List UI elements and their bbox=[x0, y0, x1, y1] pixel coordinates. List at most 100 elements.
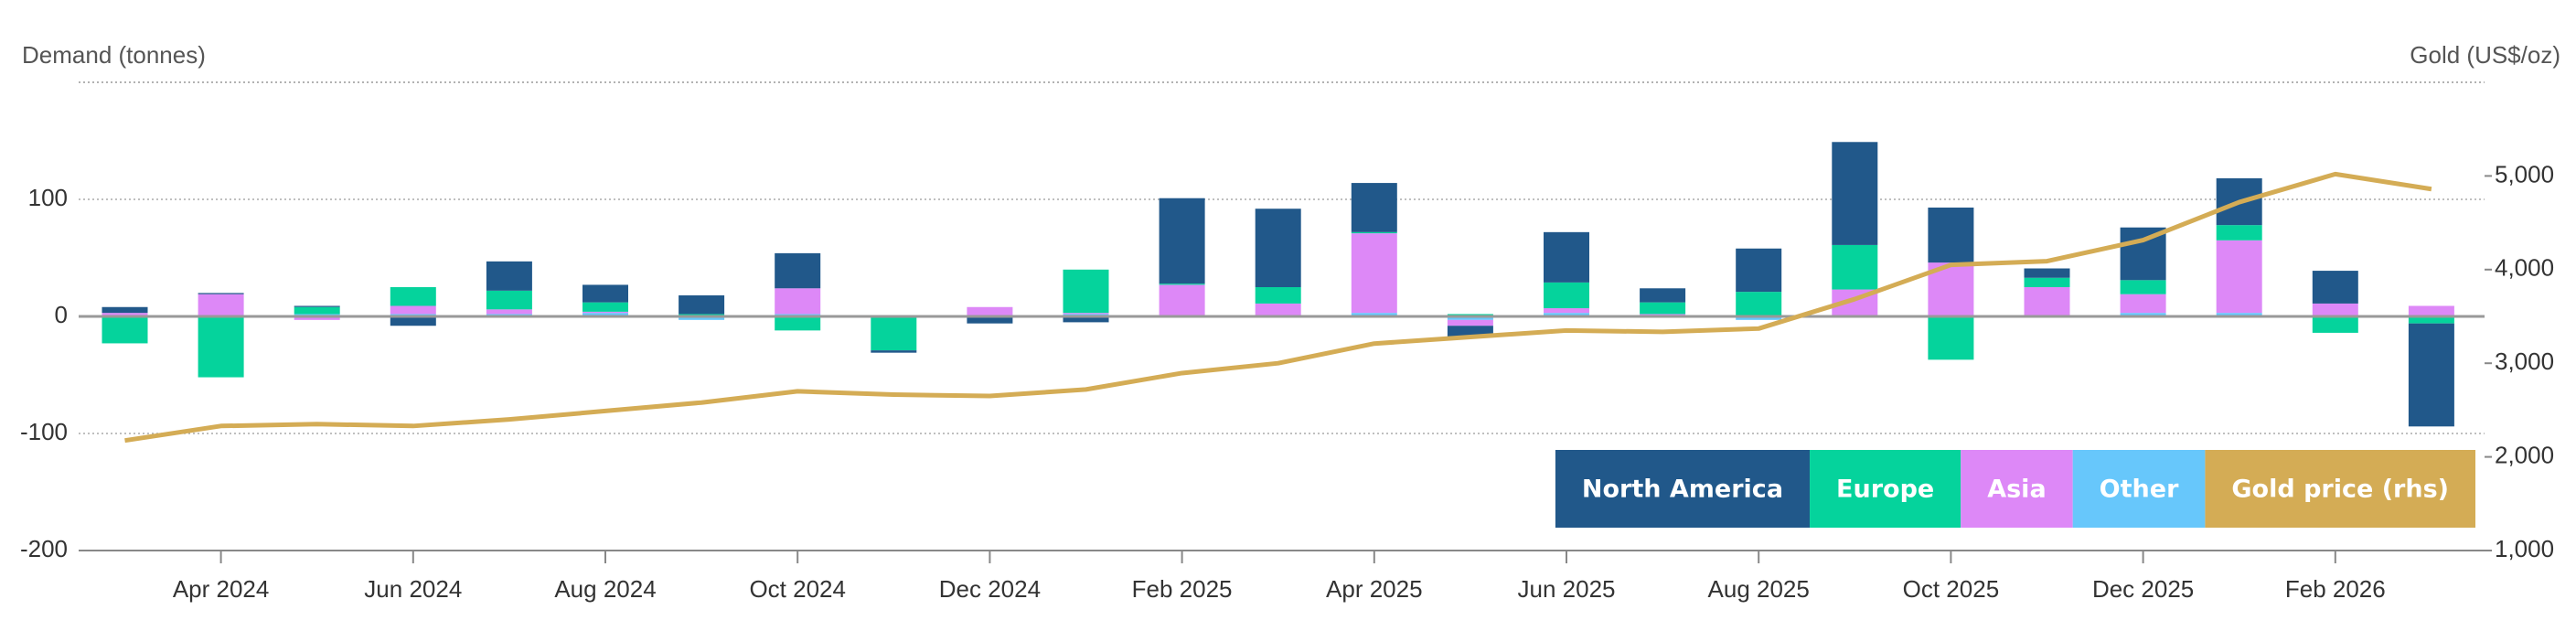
bar-segment bbox=[1255, 303, 1301, 316]
y2-tick-label: 1,000 bbox=[2495, 535, 2554, 562]
legend-label: Other bbox=[2100, 476, 2179, 504]
x-tick-label: Oct 2025 bbox=[1903, 575, 2000, 603]
bar-segment bbox=[1063, 316, 1109, 323]
legend-swatch bbox=[2072, 450, 2206, 528]
bar-segment bbox=[2024, 277, 2070, 287]
y-tick-label: -200 bbox=[20, 535, 68, 562]
bar-segment bbox=[1736, 248, 1782, 293]
x-tick-label: Feb 2026 bbox=[2285, 575, 2386, 603]
bar-segment bbox=[198, 293, 244, 294]
bar-segment bbox=[1640, 314, 1686, 316]
bar-segment bbox=[1640, 288, 1686, 303]
bar-segment bbox=[1351, 313, 1397, 316]
bar-segment bbox=[1351, 233, 1397, 314]
bar-segment bbox=[2024, 268, 2070, 278]
y-axis-title: Demand (tonnes) bbox=[22, 41, 206, 69]
bar-segment bbox=[583, 311, 628, 314]
bar-segment bbox=[967, 306, 1013, 316]
bar-segment bbox=[2120, 313, 2166, 316]
bar-segment bbox=[1736, 316, 1782, 320]
y2-axis-title: Gold (US$/oz) bbox=[2410, 41, 2560, 69]
y2-tick-label: 4,000 bbox=[2495, 254, 2554, 282]
bar-segment bbox=[775, 288, 821, 315]
bar-segment bbox=[1255, 287, 1301, 304]
bar-segment bbox=[2312, 303, 2358, 316]
x-tick-label: Dec 2024 bbox=[939, 575, 1041, 603]
bar-segment bbox=[775, 316, 821, 331]
legend: North America Europe Asia Other Gold price (… bbox=[1555, 450, 2475, 528]
bar-segment bbox=[486, 309, 532, 315]
bar-segment bbox=[2120, 280, 2166, 294]
bar-segment bbox=[2408, 316, 2454, 324]
price-line bbox=[124, 171, 2432, 444]
bar-segment bbox=[1640, 302, 1686, 315]
legend-item: Europe bbox=[1810, 450, 1961, 528]
bar-segment bbox=[775, 252, 821, 289]
legend-item: North America bbox=[1555, 450, 1811, 528]
legend-label: North America bbox=[1582, 476, 1783, 504]
legend-swatch bbox=[2205, 450, 2475, 528]
bar-segment bbox=[294, 306, 340, 315]
bar-segment bbox=[2216, 313, 2262, 316]
legend-swatch bbox=[1555, 450, 1811, 528]
bar-segment bbox=[1928, 316, 1974, 360]
bar-segment bbox=[1447, 319, 1493, 326]
bar-segment bbox=[1447, 316, 1493, 320]
legend-item: Asia bbox=[1961, 450, 2073, 528]
bar-segment bbox=[1544, 231, 1589, 283]
x-tick-label: Oct 2024 bbox=[749, 575, 846, 603]
bar-segment bbox=[1832, 244, 1878, 290]
bar-segment bbox=[2024, 287, 2070, 316]
bar-segment bbox=[486, 290, 532, 310]
legend-swatch bbox=[1961, 450, 2073, 528]
legend-item: Gold price (rhs) bbox=[2205, 450, 2475, 528]
bar-segment bbox=[1159, 284, 1205, 316]
x-tick-label: Aug 2025 bbox=[1708, 575, 1810, 603]
bar-segment bbox=[2312, 271, 2358, 304]
bar-segment bbox=[679, 314, 725, 316]
y2-tick-label: 3,000 bbox=[2495, 348, 2554, 375]
bar-segment bbox=[2312, 316, 2358, 333]
bar-segment bbox=[2408, 323, 2454, 427]
bar-segment bbox=[583, 302, 628, 312]
legend-swatch bbox=[1810, 450, 1961, 528]
legend-label: Asia bbox=[1987, 476, 2046, 504]
bar-segment bbox=[102, 306, 148, 314]
bar-segment bbox=[486, 261, 532, 291]
legend-item: Other bbox=[2072, 450, 2206, 528]
bar-segment bbox=[1159, 283, 1205, 285]
bar-segment bbox=[2408, 305, 2454, 316]
bar-segment bbox=[1544, 308, 1589, 314]
bar-segment bbox=[294, 316, 340, 320]
bar-segment bbox=[1351, 183, 1397, 232]
bar-segment bbox=[1832, 142, 1878, 245]
legend-label: Gold price (rhs) bbox=[2231, 476, 2449, 504]
bar-segment bbox=[198, 294, 244, 316]
bar-segment bbox=[1544, 282, 1589, 309]
bar-segment bbox=[2120, 294, 2166, 314]
bar-segment bbox=[583, 284, 628, 303]
bar-segment bbox=[294, 305, 340, 307]
bar-segment bbox=[1351, 231, 1397, 234]
bar-segment bbox=[1063, 313, 1109, 315]
x-tick-label: Jun 2024 bbox=[364, 575, 462, 603]
bar-segment bbox=[390, 305, 436, 315]
bar-segment bbox=[1255, 209, 1301, 287]
y-tick-label: 0 bbox=[55, 301, 68, 328]
y-tick-label: 100 bbox=[28, 184, 68, 211]
y2-tick-label: 2,000 bbox=[2495, 441, 2554, 468]
x-tick-label: Apr 2025 bbox=[1326, 575, 1423, 603]
bar-segment bbox=[583, 313, 628, 316]
bar-segment bbox=[2216, 240, 2262, 314]
bar-segment bbox=[1736, 292, 1782, 316]
bar-segment bbox=[198, 316, 244, 378]
bar-segment bbox=[390, 287, 436, 306]
bar-segment bbox=[390, 316, 436, 326]
bar-segment bbox=[871, 350, 917, 353]
bar-segment bbox=[1928, 207, 1974, 263]
x-tick-label: Aug 2024 bbox=[554, 575, 656, 603]
bar-segment bbox=[1159, 198, 1205, 284]
y-tick-label: -100 bbox=[20, 418, 68, 445]
x-tick-label: Feb 2025 bbox=[1132, 575, 1233, 603]
